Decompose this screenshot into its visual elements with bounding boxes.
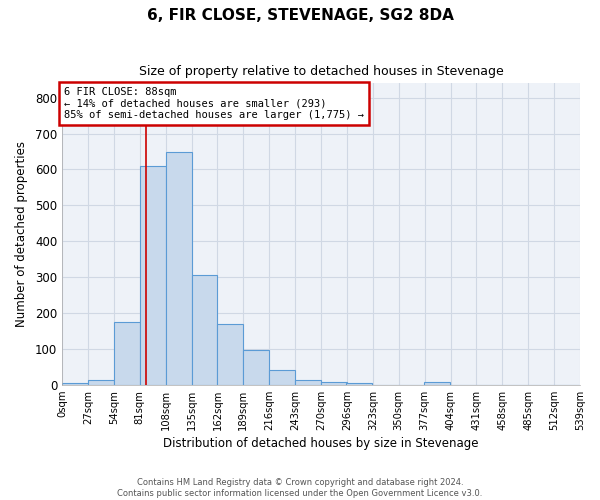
Bar <box>295 380 321 385</box>
Bar <box>424 382 449 385</box>
Text: 6, FIR CLOSE, STEVENAGE, SG2 8DA: 6, FIR CLOSE, STEVENAGE, SG2 8DA <box>146 8 454 22</box>
Text: Contains HM Land Registry data © Crown copyright and database right 2024.
Contai: Contains HM Land Registry data © Crown c… <box>118 478 482 498</box>
Bar <box>88 380 114 385</box>
Bar <box>321 382 347 385</box>
Bar <box>191 276 217 385</box>
Title: Size of property relative to detached houses in Stevenage: Size of property relative to detached ho… <box>139 65 503 78</box>
Bar <box>244 350 269 385</box>
Bar <box>62 383 88 385</box>
Text: 6 FIR CLOSE: 88sqm
← 14% of detached houses are smaller (293)
85% of semi-detach: 6 FIR CLOSE: 88sqm ← 14% of detached hou… <box>64 87 364 120</box>
Bar <box>217 324 244 385</box>
Y-axis label: Number of detached properties: Number of detached properties <box>15 141 28 327</box>
X-axis label: Distribution of detached houses by size in Stevenage: Distribution of detached houses by size … <box>163 437 479 450</box>
Bar <box>346 383 372 385</box>
Bar <box>114 322 140 385</box>
Bar <box>140 166 166 385</box>
Bar <box>269 370 295 385</box>
Bar <box>166 152 191 385</box>
